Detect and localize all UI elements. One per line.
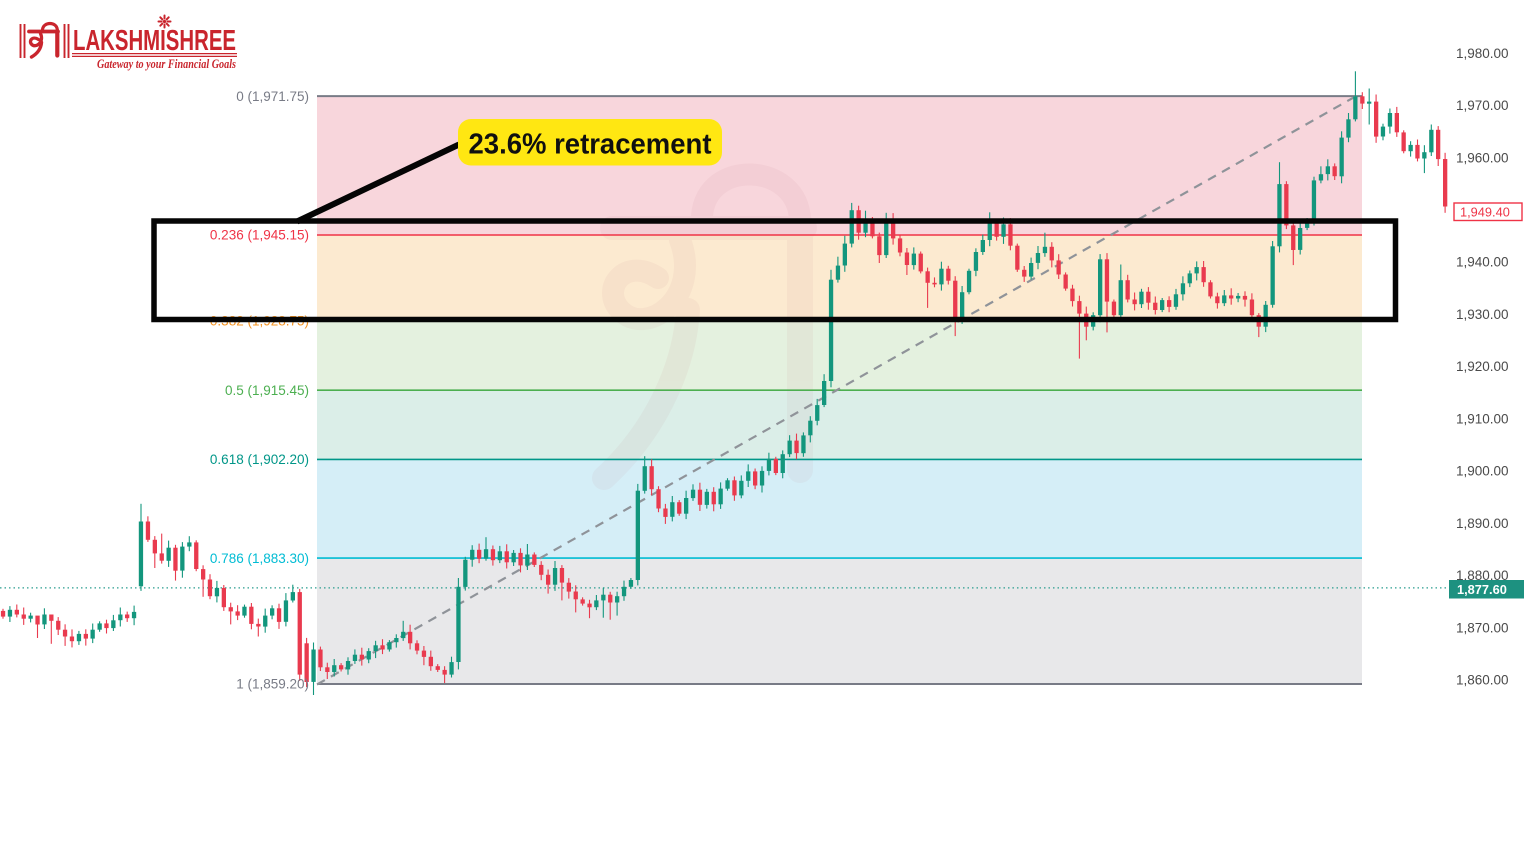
svg-text:1,930.00: 1,930.00	[1456, 307, 1509, 322]
svg-text:1,970.00: 1,970.00	[1456, 98, 1509, 113]
svg-text:0.786 (1,883.30): 0.786 (1,883.30)	[210, 551, 309, 566]
svg-text:1,960.00: 1,960.00	[1456, 150, 1509, 165]
svg-text:0.236 (1,945.15): 0.236 (1,945.15)	[210, 228, 309, 243]
svg-text:1,877.60: 1,877.60	[1457, 582, 1507, 597]
svg-text:1,880.00: 1,880.00	[1456, 568, 1509, 583]
svg-text:1,920.00: 1,920.00	[1456, 359, 1509, 374]
svg-text:1 (1,859.20): 1 (1,859.20)	[236, 677, 309, 692]
svg-text:0.618 (1,902.20): 0.618 (1,902.20)	[210, 452, 309, 467]
svg-text:1,949.40: 1,949.40	[1460, 205, 1510, 220]
svg-text:1,870.00: 1,870.00	[1456, 620, 1509, 635]
svg-text:Gateway to your Financial Goal: Gateway to your Financial Goals	[97, 57, 236, 71]
svg-text:1,860.00: 1,860.00	[1456, 673, 1509, 688]
svg-text:0.5 (1,915.45): 0.5 (1,915.45)	[225, 383, 309, 398]
svg-text:1,940.00: 1,940.00	[1456, 255, 1509, 270]
svg-text:1,910.00: 1,910.00	[1456, 411, 1509, 426]
svg-text:LAKSHMISHREE: LAKSHMISHREE	[73, 25, 236, 57]
svg-text:23.6% retracement: 23.6% retracement	[469, 129, 712, 161]
svg-text:1,890.00: 1,890.00	[1456, 516, 1509, 531]
svg-text:0 (1,971.75): 0 (1,971.75)	[236, 89, 309, 104]
svg-text:1,980.00: 1,980.00	[1456, 46, 1509, 61]
svg-text:1,900.00: 1,900.00	[1456, 464, 1509, 479]
